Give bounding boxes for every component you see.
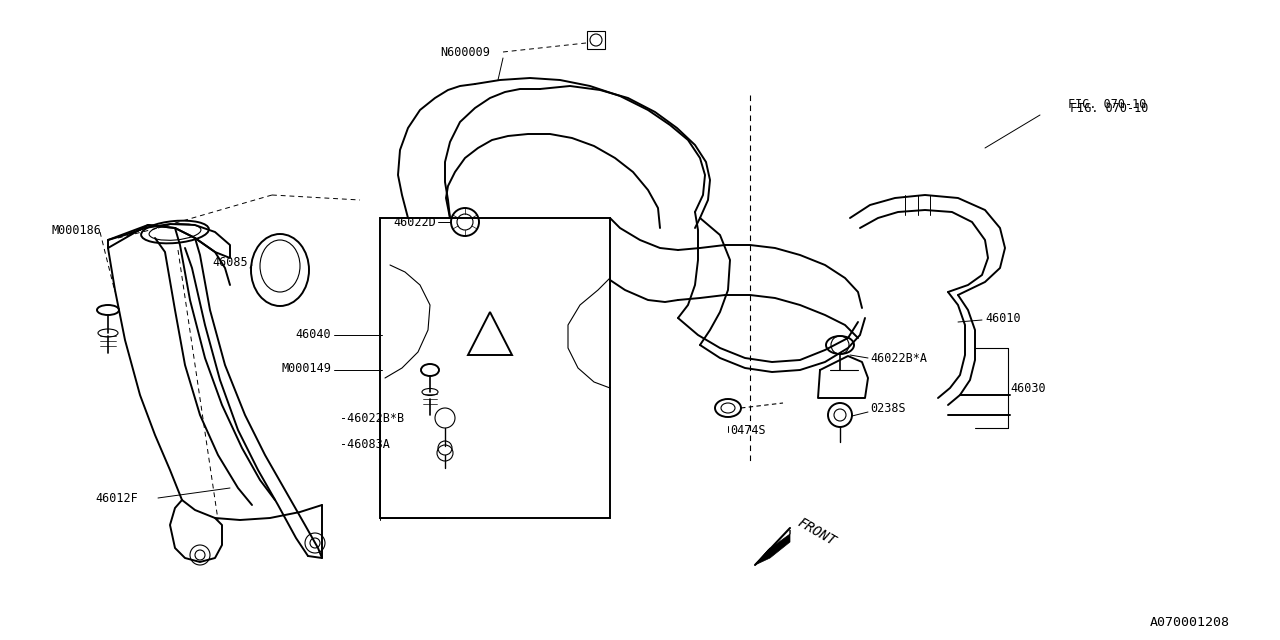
Text: 46010: 46010 bbox=[986, 312, 1020, 324]
Bar bbox=[588, 31, 605, 49]
Text: FRONT: FRONT bbox=[795, 515, 838, 548]
Text: A070001208: A070001208 bbox=[1149, 616, 1230, 628]
Text: -46022B*B: -46022B*B bbox=[340, 412, 404, 424]
Text: M000186: M000186 bbox=[52, 223, 102, 237]
Bar bbox=[380, 218, 611, 518]
Polygon shape bbox=[755, 530, 790, 565]
Text: -46083A: -46083A bbox=[340, 438, 390, 451]
Text: 0474S: 0474S bbox=[730, 424, 765, 436]
Text: 46085: 46085 bbox=[212, 255, 248, 269]
Text: 46030: 46030 bbox=[1010, 381, 1046, 394]
Text: 46022B*A: 46022B*A bbox=[870, 351, 927, 365]
Polygon shape bbox=[755, 548, 771, 565]
Text: FIG. 070-10: FIG. 070-10 bbox=[1070, 102, 1148, 115]
Text: N600009: N600009 bbox=[440, 45, 490, 58]
Text: FIG. 070-10: FIG. 070-10 bbox=[1068, 99, 1147, 111]
Text: M000149: M000149 bbox=[282, 362, 332, 374]
Text: 0238S: 0238S bbox=[870, 401, 906, 415]
Text: 46012F: 46012F bbox=[95, 492, 138, 504]
Text: 46022D: 46022D bbox=[393, 216, 436, 228]
Text: 46040: 46040 bbox=[296, 328, 332, 342]
